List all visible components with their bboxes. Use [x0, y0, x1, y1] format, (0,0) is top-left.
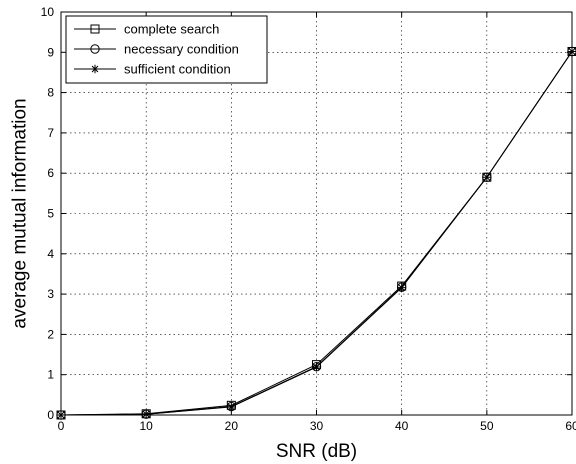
legend: complete search necessary condition suffic…	[65, 15, 268, 84]
y-tick-label: 7	[47, 126, 54, 140]
y-tick-label: 1	[47, 368, 54, 382]
y-axis-label: average mutual information	[10, 98, 31, 328]
ticks: 0 10 20 30 40 50 60 0 1 2 3 4 5 6 7 8 9 10	[41, 5, 576, 433]
legend-marker-circle	[90, 44, 100, 54]
legend-marker-square	[90, 24, 100, 34]
x-tick-label: 0	[58, 419, 65, 433]
legend-marker-asterisk	[90, 64, 100, 74]
legend-item: necessary condition	[74, 42, 239, 57]
y-tick-label: 8	[47, 86, 54, 100]
legend-item: complete search	[74, 22, 219, 37]
x-tick-label: 40	[395, 419, 409, 433]
data-point-asterisk	[227, 402, 236, 412]
data-point-asterisk	[567, 47, 576, 56]
y-tick-label: 0	[47, 408, 54, 422]
x-tick-label: 50	[480, 419, 494, 433]
x-tick-label: 60	[565, 419, 576, 433]
y-tick-label: 6	[47, 166, 54, 180]
data-point-asterisk	[312, 362, 321, 372]
series-layer	[56, 46, 576, 420]
x-tick-label: 20	[225, 419, 239, 433]
y-tick-label: 9	[47, 45, 54, 59]
x-tick-label: 30	[310, 419, 324, 433]
y-tick-label: 3	[47, 287, 54, 301]
y-tick-label: 10	[41, 5, 55, 19]
x-axis-label: SNR (dB)	[276, 441, 357, 462]
legend-label: sufficient condition	[124, 62, 231, 77]
x-tick-label: 10	[139, 419, 153, 433]
series-asterisk	[56, 47, 576, 420]
data-point-asterisk	[56, 410, 66, 420]
y-tick-label: 5	[47, 207, 54, 221]
legend-label: complete search	[124, 22, 219, 37]
y-tick-label: 4	[47, 247, 54, 261]
data-point-asterisk	[397, 283, 406, 292]
y-tick-label: 2	[47, 327, 54, 341]
data-point-asterisk	[482, 173, 492, 182]
legend-item: sufficient condition	[74, 62, 231, 77]
data-point-asterisk	[141, 409, 151, 419]
legend-label: necessary condition	[124, 42, 239, 57]
